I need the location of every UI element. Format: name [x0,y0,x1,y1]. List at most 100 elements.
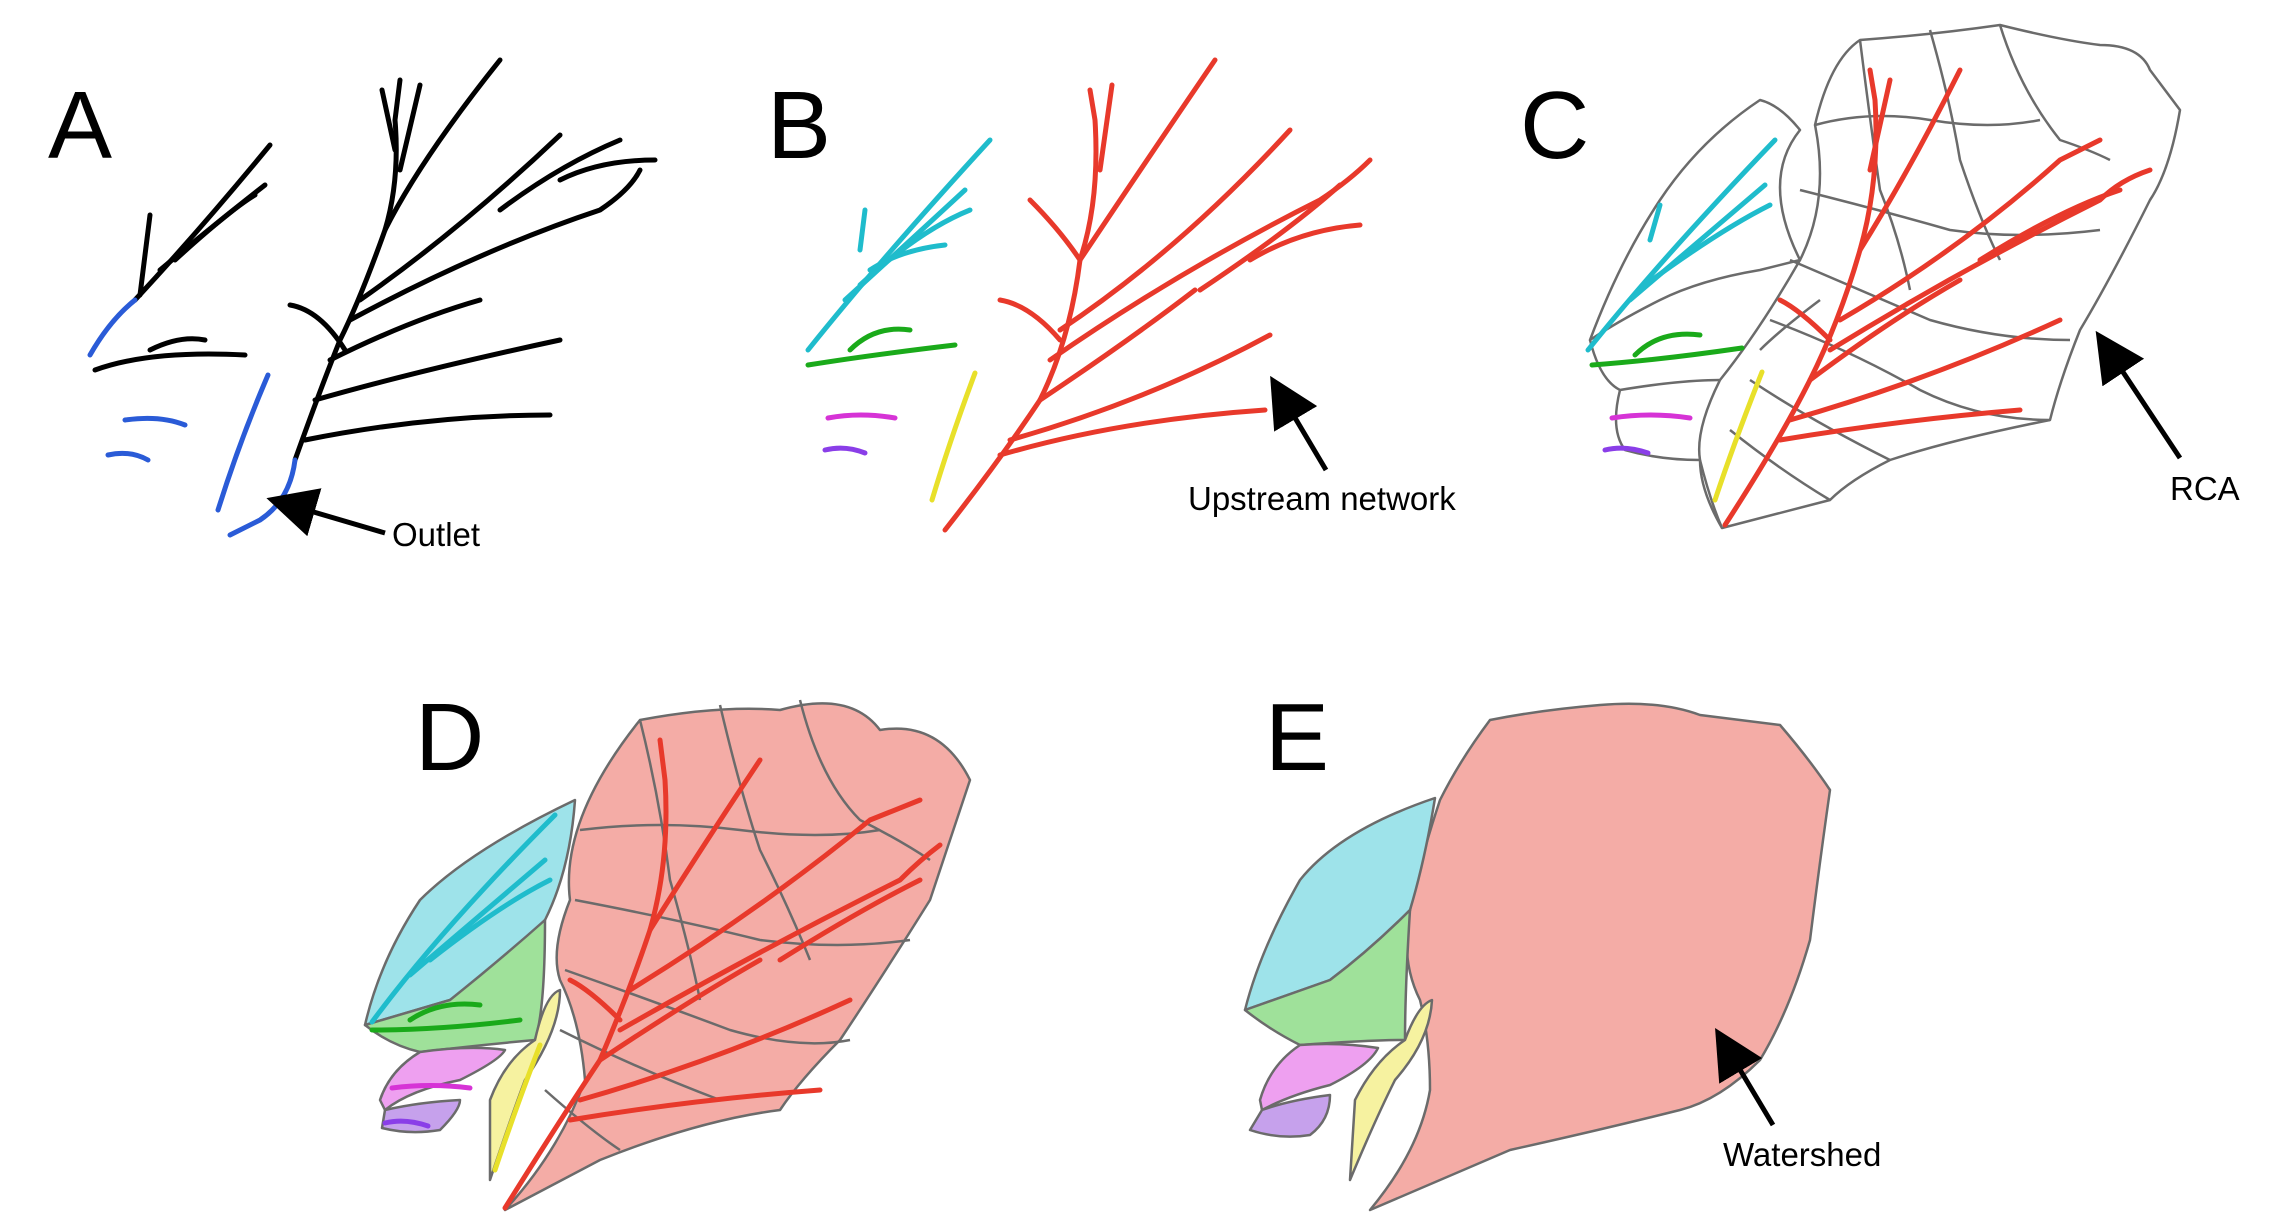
tributary [567,1087,823,1123]
rca-internal [1759,299,1821,351]
green-network [369,1017,523,1033]
cyan-network [857,207,868,253]
tributary [1077,57,1218,263]
green-network [847,326,913,353]
tributary [137,212,153,298]
outlet-stream [215,372,271,513]
green-subwatershed [1243,908,1412,1047]
cyan-network [805,137,993,353]
tributary [92,351,248,373]
rca-label: RCA [2170,470,2240,507]
panel-e: E Watershed [1243,684,1881,1212]
tributary [597,957,763,1063]
tributary [312,337,563,403]
rca-internal [1998,24,2111,162]
cyan-network [427,877,553,963]
rca-internal [638,719,702,1001]
green-network [407,1001,483,1023]
tributary [1787,317,2063,423]
outlet-stream [87,297,138,358]
magenta-network [1609,412,1693,421]
tributary [287,302,348,353]
panel-a-letter: A [48,72,112,179]
tributary [497,137,623,213]
panel-d-letter: D [415,684,484,791]
rca-internal [574,898,911,947]
tributary [1977,187,2123,263]
tributary [1027,197,1083,263]
rca-internal [579,823,881,837]
tributary [132,142,273,303]
upstream-network-arrow [1270,375,1329,472]
tributary [997,297,1063,343]
rca-arrow [2095,330,2183,460]
main-watershed-region [1368,702,1832,1212]
rca-internal [798,699,931,862]
cyan-network [857,207,973,288]
magenta-network [825,412,898,421]
magenta-subwatershed [1258,1042,1380,1112]
rca-internal [1799,188,2101,237]
cyan-network [1585,137,1778,353]
tributary [997,407,1268,458]
tributary [647,757,763,933]
tributary [1097,82,1115,173]
tributary [397,82,423,173]
panel-d-streams [369,737,943,1211]
panel-d: D [363,684,972,1212]
panel-b: B Upstream network [767,57,1456,533]
cyan-network [1647,202,1663,243]
panel-b-upstream-network [805,57,1373,533]
green-network [1589,345,1745,368]
tributary [327,297,483,363]
yellow-subwatershed [1348,998,1434,1182]
watershed-label: Watershed [1723,1136,1881,1173]
tributary [1867,77,1893,173]
yellow-network [492,1042,543,1173]
tributary [1807,277,1963,383]
tributary [379,87,398,153]
rca-internal [718,704,812,961]
cyan-network [867,242,948,273]
tributary [1857,67,1963,253]
rca-outline [1697,23,2182,530]
outlet-arrow [266,488,386,537]
panel-c-streams [1585,67,2153,528]
panel-c-letter: C [1520,72,1589,179]
cyan-network [369,812,558,1025]
purple-network [382,1118,431,1129]
rca-internal [544,1089,621,1152]
main-stem [292,77,403,463]
purple-subwatershed [1248,1093,1332,1138]
upstream-network-label: Upstream network [1188,480,1456,517]
rca-internal [564,968,851,1045]
cyan-network [407,857,548,978]
cyan-network [1642,202,1773,288]
tributary [302,412,553,443]
magenta-network [389,1083,473,1091]
rca-internal [1858,39,1912,291]
main-stem [502,737,669,1211]
tributary [1047,157,1373,363]
tributary [627,797,923,993]
tributary [172,192,258,263]
panel-a-stream-network [87,57,658,538]
purple-subwatershed [380,1098,462,1134]
tributary [1037,287,1198,403]
outlet-stream [122,415,188,428]
main-stem [1722,67,1879,528]
tributary [557,157,658,183]
outlet-stream [105,450,151,463]
yellow-network [929,370,978,503]
panel-e-watersheds [1243,702,1832,1212]
rca-internal [1769,318,2051,422]
tributary [777,877,923,963]
tributary [147,336,208,353]
yellow-network [1712,369,1765,503]
rca-internal [1749,378,1891,462]
rca-internal [559,1028,721,1102]
panel-c: C [1520,23,2240,530]
rca-outline [1588,98,1802,342]
outlet-stream [227,457,298,538]
